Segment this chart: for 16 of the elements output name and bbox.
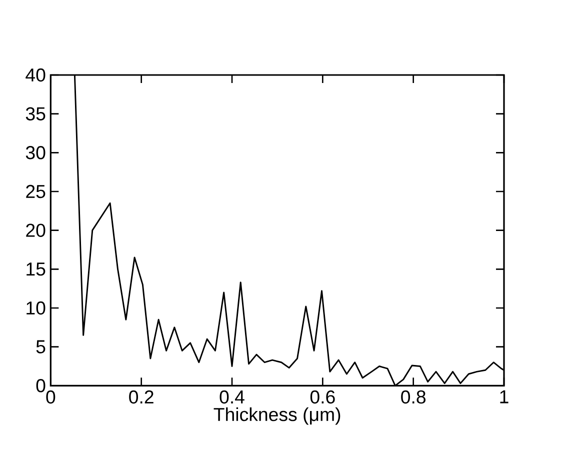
y-tick-label: 5: [36, 340, 46, 354]
y-tick-label: 0: [36, 379, 46, 392]
x-tick-label: 0.4: [220, 390, 244, 404]
y-tick-label: 20: [26, 224, 46, 237]
x-axis-title: Thickness (μm): [214, 407, 340, 425]
x-tick-label: 0.2: [129, 390, 154, 404]
y-tick-label: 10: [26, 301, 46, 315]
y-tick-label: 15: [26, 262, 46, 276]
y-tick-label: 25: [26, 184, 46, 198]
y-tick-label: 30: [26, 146, 46, 160]
y-tick-label: 40: [26, 68, 46, 82]
x-tick-label: 1: [500, 390, 508, 404]
x-tick-label: 0: [46, 390, 56, 404]
x-tick-label: 0.8: [401, 390, 426, 404]
x-tick-label: 0.6: [310, 390, 335, 404]
y-tick-label: 35: [26, 107, 46, 120]
